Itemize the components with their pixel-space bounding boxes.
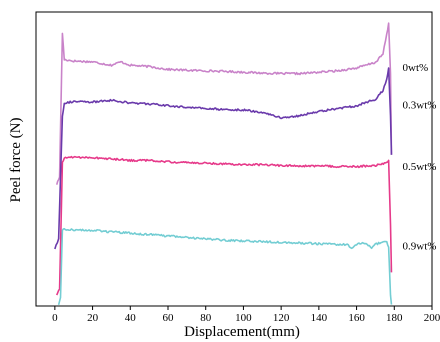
plot-frame <box>35 11 433 307</box>
series-line-2 <box>55 155 393 296</box>
axes: 0 20 40 60 80 100 120 140 160 180 200 <box>35 11 440 324</box>
x-tick-label-0: 0 <box>52 312 58 324</box>
x-tick-label-160: 160 <box>348 312 365 324</box>
series-layer <box>54 22 393 306</box>
series-label-2: 0.5wt% <box>403 161 437 173</box>
series-label-1: 0.3wt% <box>403 100 437 112</box>
series-label-3: 0.9wt% <box>403 240 437 252</box>
x-axis-title: Displacement(mm) <box>184 324 300 340</box>
x-tick-label-100: 100 <box>235 312 252 324</box>
x-tick-label-120: 120 <box>273 312 290 324</box>
series-label-0: 0wt% <box>403 62 429 74</box>
x-tick-label-40: 40 <box>125 312 137 324</box>
x-tick-label-80: 80 <box>200 312 212 324</box>
x-tick-label-60: 60 <box>163 312 175 324</box>
series-line-1 <box>54 67 393 250</box>
series-line-0 <box>55 22 393 185</box>
x-tick-label-180: 180 <box>386 312 403 324</box>
x-tick-label-20: 20 <box>87 312 99 324</box>
y-axis-title: Peel force (N) <box>8 118 24 203</box>
series-labels: 0wt% 0.3wt% 0.5wt% 0.9wt% <box>403 62 437 252</box>
x-tick-label-140: 140 <box>311 312 328 324</box>
x-tick-label-200: 200 <box>424 312 440 324</box>
series-line-3 <box>57 227 393 306</box>
